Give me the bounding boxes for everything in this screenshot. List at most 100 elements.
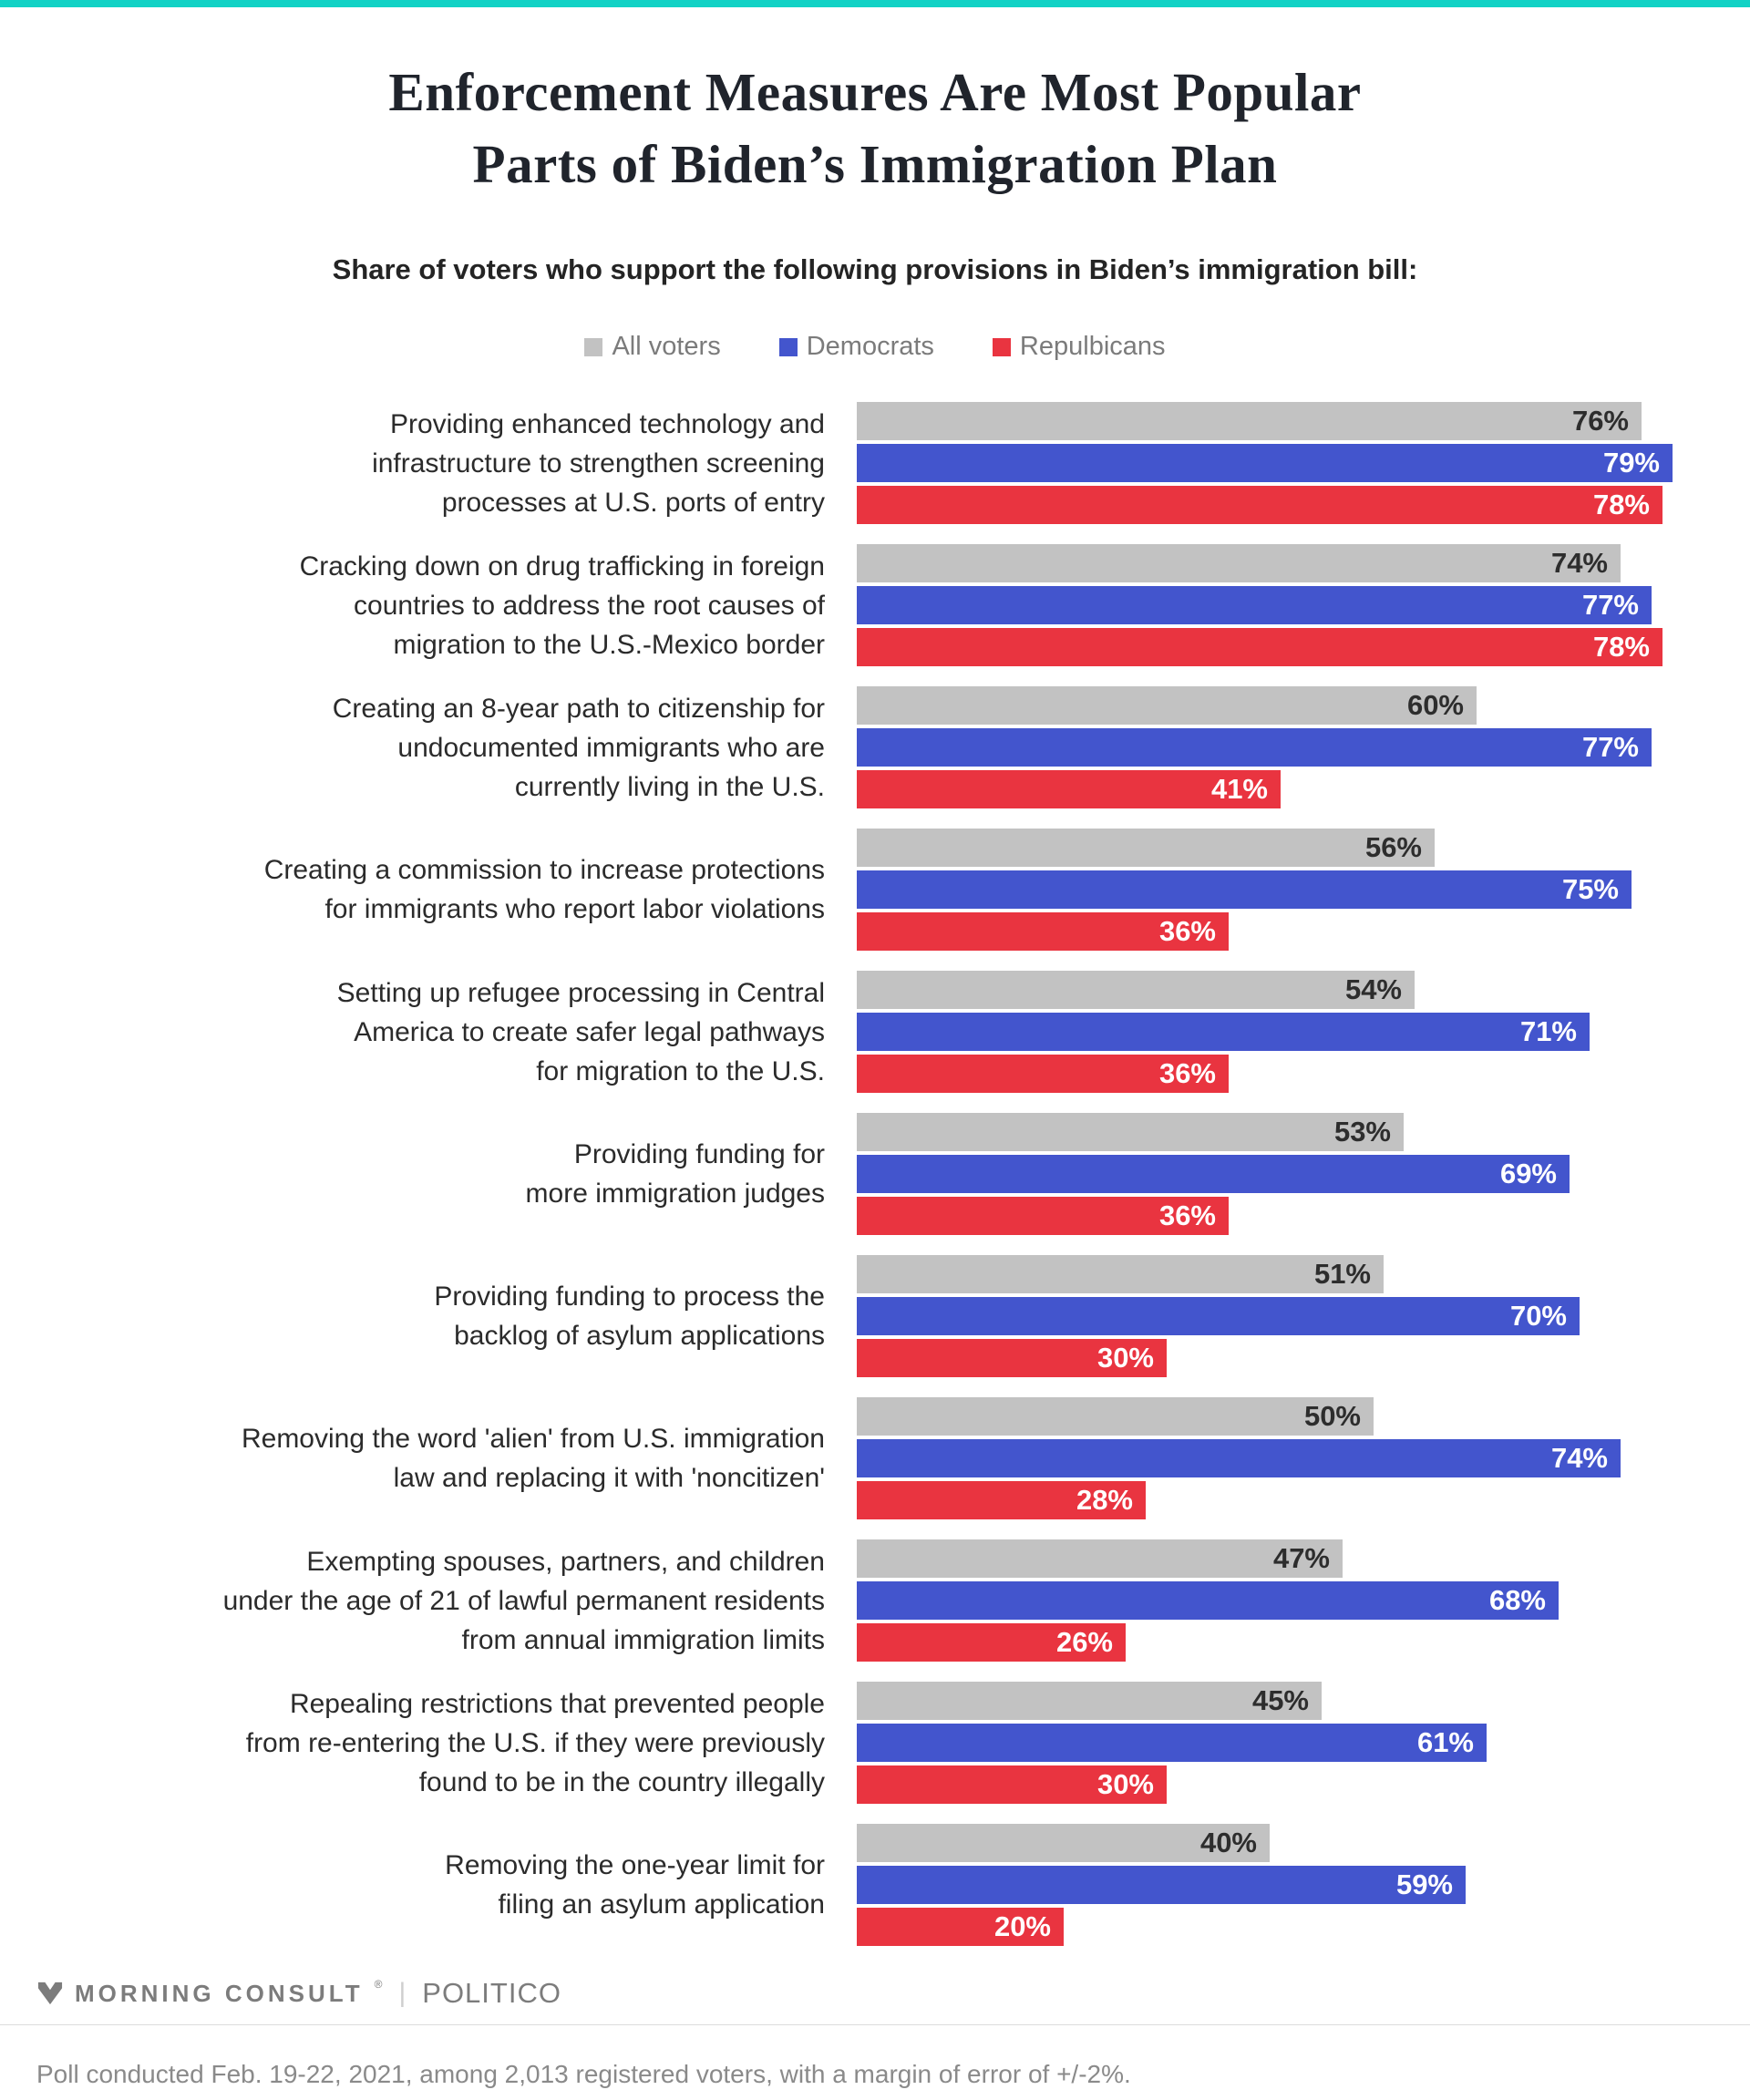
bar-republicans: 30%	[857, 1765, 1167, 1804]
bar-all-voters: 50%	[857, 1397, 1374, 1436]
category-label-line: more immigration judges	[525, 1179, 825, 1209]
category-label-line: law and replacing it with 'noncitizen'	[393, 1463, 825, 1493]
category-label-line: Repealing restrictions that prevented pe…	[289, 1688, 825, 1719]
bar-republicans: 20%	[857, 1908, 1064, 1946]
bar-republicans: 36%	[857, 1197, 1229, 1235]
bar-value-label: 69%	[1499, 1158, 1557, 1189]
bar-all-voters: 47%	[857, 1539, 1343, 1578]
category-label: Providing funding to process the backlog …	[0, 1277, 857, 1355]
category-label-line: infrastructure to strengthen screening	[372, 448, 825, 479]
category-label-line: from annual immigration limits	[461, 1624, 825, 1655]
bar-value-label: 79%	[1602, 447, 1660, 479]
bar-value-label: 68%	[1488, 1584, 1546, 1616]
category-label: Providing enhanced technology and infrast…	[0, 405, 857, 522]
bar-republicans: 36%	[857, 1055, 1229, 1093]
category-label: Removing the one-year limit for filing an…	[0, 1846, 857, 1924]
bar-value-label: 51%	[1313, 1258, 1371, 1290]
chart-subtitle: Share of voters who support the followin…	[332, 253, 1418, 285]
bar-republicans: 41%	[857, 770, 1281, 808]
bar-democrats: 79%	[857, 444, 1673, 482]
category-label: Creating an 8-year path to citizenship f…	[0, 689, 857, 807]
bar-all-voters: 74%	[857, 544, 1621, 582]
bar-democrats: 74%	[857, 1439, 1621, 1477]
bar-group: 54% 71% 36%	[857, 971, 1750, 1093]
legend-item-democrats: Democrats	[778, 332, 934, 362]
category-label-line: Creating a commission to increase protec…	[263, 855, 825, 885]
chart-row: Exempting spouses, partners, and childre…	[0, 1539, 1750, 1662]
bar-democrats: 61%	[857, 1724, 1487, 1762]
category-label-line: under the age of 21 of lawful permanent …	[222, 1585, 825, 1616]
bar-value-label: 50%	[1303, 1400, 1361, 1432]
chart-row: Creating a commission to increase protec…	[0, 829, 1750, 951]
category-label-line: Removing the word 'alien' from U.S. immi…	[241, 1424, 825, 1454]
category-label: Creating a commission to increase protec…	[0, 850, 857, 929]
category-label: Repealing restrictions that prevented pe…	[0, 1684, 857, 1802]
legend-item-republicans: Repulbicans	[992, 332, 1166, 362]
bar-value-label: 41%	[1210, 773, 1268, 805]
bar-group: 76% 79% 78%	[857, 402, 1750, 524]
bar-value-label: 76%	[1571, 405, 1629, 437]
registered-mark: ®	[374, 1978, 383, 1991]
bar-all-voters: 76%	[857, 402, 1642, 440]
bar-democrats: 77%	[857, 586, 1652, 624]
bar-value-label: 53%	[1333, 1116, 1391, 1148]
bar-value-label: 75%	[1561, 873, 1619, 905]
bar-value-label: 59%	[1395, 1868, 1453, 1900]
chart-row: Repealing restrictions that prevented pe…	[0, 1682, 1750, 1804]
all-voters-swatch-icon	[584, 337, 603, 356]
category-label-line: processes at U.S. ports of entry	[441, 487, 825, 518]
category-label-line: for migration to the U.S.	[536, 1055, 825, 1086]
footer-brand-row: MORNING CONSULT ® | POLITICO	[36, 1977, 1750, 2010]
bar-value-label: 71%	[1519, 1015, 1577, 1047]
bar-value-label: 30%	[1096, 1342, 1154, 1374]
bar-value-label: 45%	[1251, 1684, 1309, 1716]
category-label-line: Exempting spouses, partners, and childre…	[306, 1546, 825, 1577]
bar-republicans: 78%	[857, 486, 1662, 524]
chart-row: Setting up refugee processing in Central…	[0, 971, 1750, 1093]
chart-row: Creating an 8-year path to citizenship f…	[0, 686, 1750, 808]
chart-rows: Providing enhanced technology and infrast…	[0, 402, 1750, 1946]
democrats-swatch-icon	[778, 337, 798, 356]
morning-consult-logo-icon	[37, 1982, 63, 2005]
category-label-line: undocumented immigrants who are	[397, 732, 825, 763]
bar-group: 74% 77% 78%	[857, 544, 1750, 666]
bar-democrats: 71%	[857, 1013, 1590, 1051]
chart-row: Removing the one-year limit for filing an…	[0, 1824, 1750, 1946]
bar-democrats: 69%	[857, 1155, 1570, 1193]
category-label-line: found to be in the country illegally	[418, 1766, 825, 1797]
legend-item-all-voters: All voters	[584, 332, 721, 362]
bar-group: 56% 75% 36%	[857, 829, 1750, 951]
chart-row: Providing funding for more immigration ju…	[0, 1113, 1750, 1235]
category-label-line: America to create safer legal pathways	[354, 1016, 825, 1047]
category-label-line: countries to address the root causes of	[354, 590, 825, 621]
chart-row: Providing funding to process the backlog …	[0, 1255, 1750, 1377]
bar-republicans: 36%	[857, 912, 1229, 951]
legend-label-republicans: Repulbicans	[1019, 332, 1166, 361]
bar-republicans: 30%	[857, 1339, 1167, 1377]
politico-wordmark: POLITICO	[422, 1977, 561, 2009]
bar-value-label: 78%	[1592, 631, 1650, 663]
bar-democrats: 68%	[857, 1581, 1559, 1620]
bar-all-voters: 45%	[857, 1682, 1322, 1720]
category-label-line: migration to the U.S.-Mexico border	[393, 629, 825, 660]
morning-consult-logo: MORNING CONSULT ®	[36, 1978, 383, 2008]
footer-divider-line	[0, 2024, 1750, 2025]
republicans-swatch-icon	[992, 337, 1011, 356]
bar-all-voters: 51%	[857, 1255, 1384, 1293]
bar-value-label: 74%	[1550, 547, 1608, 579]
category-label-line: Providing funding for	[573, 1139, 825, 1169]
chart-title-line1: Enforcement Measures Are Most Popular	[388, 62, 1362, 122]
bar-all-voters: 60%	[857, 686, 1477, 725]
chart-title-line2: Parts of Biden’s Immigration Plan	[472, 134, 1278, 194]
bar-value-label: 47%	[1272, 1542, 1330, 1574]
bar-value-label: 26%	[1055, 1626, 1113, 1658]
category-label-line: currently living in the U.S.	[514, 771, 825, 802]
bar-all-voters: 53%	[857, 1113, 1404, 1151]
category-label: Providing funding for more immigration ju…	[0, 1135, 857, 1213]
bar-republicans: 26%	[857, 1623, 1126, 1662]
bar-value-label: 36%	[1158, 915, 1216, 947]
category-label-line: Removing the one-year limit for	[445, 1850, 825, 1880]
bar-value-label: 77%	[1581, 731, 1639, 763]
category-label: Setting up refugee processing in Central…	[0, 973, 857, 1091]
